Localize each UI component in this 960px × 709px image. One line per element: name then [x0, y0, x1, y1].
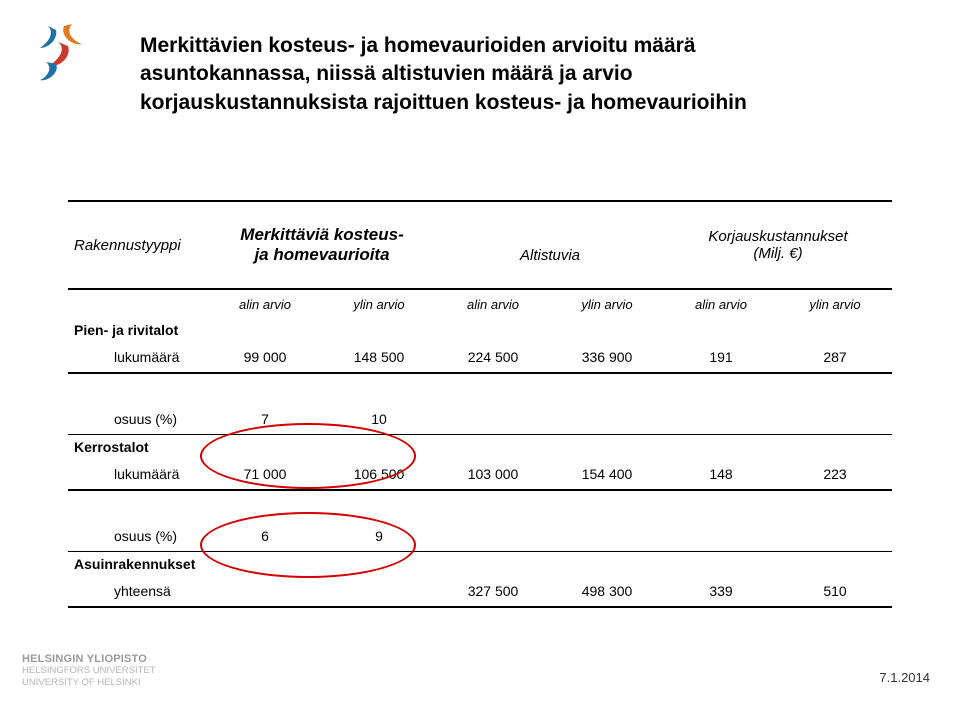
- group-label-row: Asuinrakennukset: [68, 552, 892, 577]
- page-title: Merkittävien kosteus- ja homevaurioiden …: [140, 32, 920, 117]
- subcol-5: alin arvio: [664, 289, 778, 318]
- data-row: osuus (%) 6 9: [68, 521, 892, 552]
- data-row: osuus (%) 7 10: [68, 404, 892, 435]
- subcol-3: alin arvio: [436, 289, 550, 318]
- title-line-2: asuntokannassa, niissä altistuvien määrä…: [140, 62, 633, 85]
- data-table: Rakennustyyppi Merkittäviä kosteus- ja h…: [68, 200, 892, 608]
- corner-label: Rakennustyyppi: [68, 201, 208, 289]
- subcol-4: ylin arvio: [550, 289, 664, 318]
- university-logo-text: HELSINGIN YLIOPISTO HELSINGFORS UNIVERSI…: [22, 653, 222, 689]
- flame-logo-icon: [28, 18, 98, 88]
- subcol-2: ylin arvio: [322, 289, 436, 318]
- footer-date: 7.1.2014: [879, 670, 930, 685]
- colgroup-header-3: Korjauskustannukset (Milj. €): [664, 201, 892, 289]
- table-header-row: Rakennustyyppi Merkittäviä kosteus- ja h…: [68, 201, 892, 289]
- title-line-1: Merkittävien kosteus- ja homevaurioiden …: [140, 34, 696, 57]
- subcol-1: alin arvio: [208, 289, 322, 318]
- colgroup-header-1: Merkittäviä kosteus- ja homevaurioita: [208, 201, 436, 289]
- subcol-6: ylin arvio: [778, 289, 892, 318]
- table-subheader-row: alin arvio ylin arvio alin arvio ylin ar…: [68, 289, 892, 318]
- colgroup-header-2: Altistuvia: [436, 201, 664, 289]
- group-label-row: Pien- ja rivitalot: [68, 318, 892, 342]
- data-row: yhteensä 327 500 498 300 339 510: [68, 576, 892, 607]
- data-row: lukumäärä 71 000 106 500 103 000 154 400…: [68, 459, 892, 490]
- title-line-3: korjauskustannuksista rajoittuen kosteus…: [140, 91, 747, 114]
- data-row: lukumäärä 99 000 148 500 224 500 336 900…: [68, 342, 892, 373]
- group-label-row: Kerrostalot: [68, 435, 892, 460]
